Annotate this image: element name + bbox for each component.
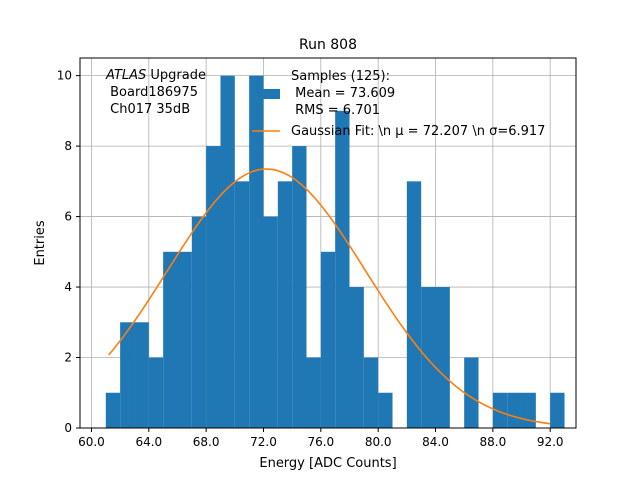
y-tick-label: 4 [64, 280, 72, 294]
legend-hist-swatch [252, 89, 280, 99]
legend-hist-line-3: RMS = 6.701 [291, 103, 380, 118]
histogram-bar [249, 75, 264, 428]
histogram-bar [191, 216, 207, 428]
histogram-bar [320, 251, 336, 428]
x-tick-label: 92.0 [537, 435, 564, 449]
y-tick-label: 6 [64, 210, 72, 224]
x-tick-label: 88.0 [479, 435, 506, 449]
y-tick-label: 0 [64, 421, 72, 435]
legend-hist-line-1: Samples (125): [291, 69, 390, 84]
y-tick-label: 2 [64, 351, 72, 365]
histogram-bar [378, 392, 393, 428]
x-tick-label: 60.0 [78, 435, 105, 449]
histogram-bar [277, 181, 293, 428]
annotation-title: ATLAS Upgrade [105, 68, 206, 83]
chart-title: Run 808 [299, 37, 357, 53]
histogram-bar [220, 75, 235, 428]
legend-fit-label: Gaussian Fit: \n μ = 72.207 \n σ=6.917 [291, 124, 545, 139]
y-axis-ticks: 0 2 4 6 8 10 [57, 69, 80, 435]
histogram-bar [206, 146, 221, 428]
annotation-title-italic: ATLAS [105, 68, 146, 83]
histogram-bar [105, 392, 121, 428]
x-tick-label: 84.0 [422, 435, 449, 449]
annotation-title-rest: Upgrade [146, 68, 206, 83]
histogram-bar [263, 216, 278, 428]
legend-hist-line-2: Mean = 73.609 [291, 86, 395, 101]
legend: Samples (125): Mean = 73.609 RMS = 6.701… [252, 69, 545, 139]
histogram-bar [507, 392, 522, 428]
histogram-bar [177, 251, 192, 428]
x-tick-label: 72.0 [250, 435, 277, 449]
histogram-bar [521, 392, 536, 428]
histogram-bar [306, 357, 321, 428]
histogram-bar [421, 287, 436, 428]
annotation-box: ATLAS Upgrade Board186975 Ch017 35dB [105, 68, 206, 117]
histogram-bar [464, 357, 479, 428]
histogram-bar [435, 287, 450, 428]
histogram-bar [363, 357, 379, 428]
x-tick-label: 64.0 [135, 435, 162, 449]
histogram-bar [492, 392, 508, 428]
gaussian-fit-curve [108, 168, 551, 425]
histogram-bar [234, 181, 250, 428]
x-axis-label: Energy [ADC Counts] [259, 456, 396, 471]
x-tick-label: 68.0 [193, 435, 220, 449]
histogram-bar [134, 322, 149, 428]
histogram-bars [105, 75, 565, 428]
histogram-bar [406, 181, 422, 428]
x-tick-label: 76.0 [307, 435, 334, 449]
histogram-bar [148, 357, 164, 428]
annotation-line-board: Board186975 [106, 85, 198, 100]
y-axis-label: Entries [33, 220, 48, 266]
histogram-bar [335, 110, 350, 428]
plot-frame [79, 57, 577, 429]
y-tick-label: 10 [57, 69, 72, 83]
fit-curve-layer [108, 168, 551, 425]
histogram-bar [120, 322, 135, 428]
annotation-line-channel: Ch017 35dB [106, 102, 190, 117]
x-axis-ticks: 60.0 64.0 68.0 72.0 76.0 80.0 84.0 88.0 92.0 [78, 428, 564, 449]
histogram-bar [550, 392, 565, 428]
histogram-bar [349, 287, 364, 428]
histogram-bar [292, 146, 307, 428]
y-tick-label: 8 [64, 139, 72, 153]
x-tick-label: 80.0 [365, 435, 392, 449]
histogram-bar [163, 251, 178, 428]
